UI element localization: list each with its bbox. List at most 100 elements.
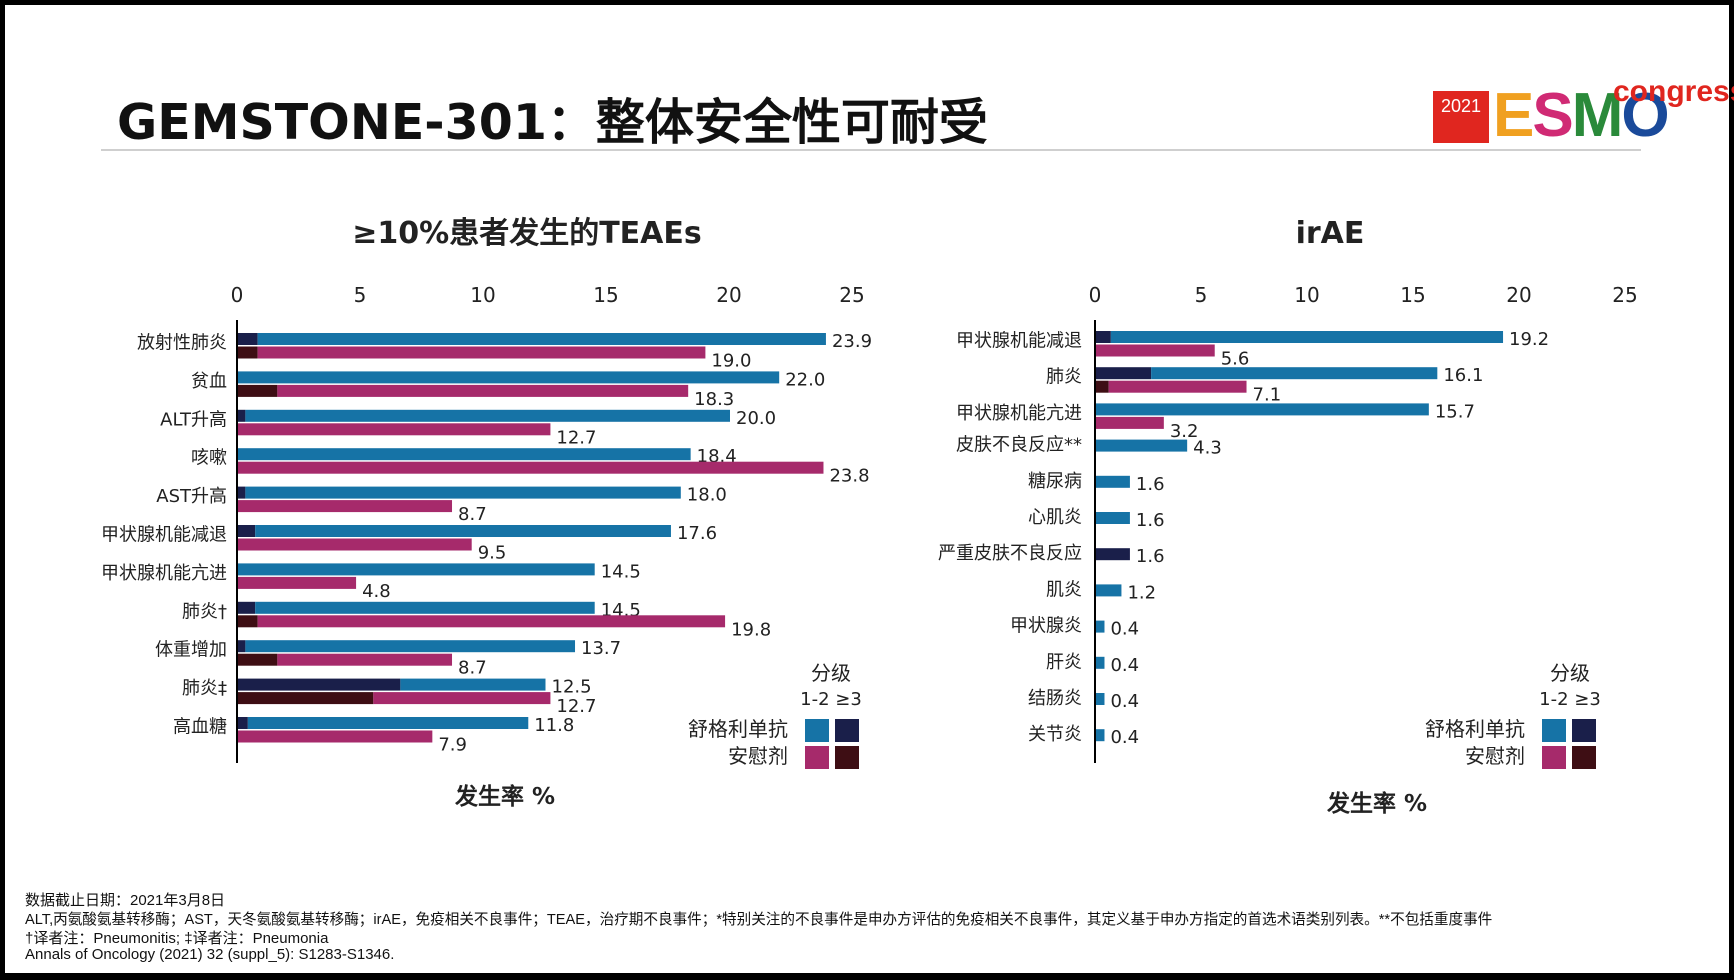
chart-irae-legend-swatch-drug-grade12	[1542, 719, 1566, 742]
logo-congress: congress	[1613, 75, 1734, 108]
chart-teae-bar-drug-grade12	[245, 486, 681, 499]
chart-teae-tick-label: 0	[231, 283, 244, 307]
chart-teae-bar-drug-grade3	[238, 678, 401, 691]
chart-irae-category-label: 关节炎	[1028, 724, 1082, 745]
chart-irae-legend-placebo-label: 安慰剂	[1465, 744, 1525, 768]
logo-letter-e: E	[1493, 81, 1534, 150]
chart-teae-legend-placebo-label: 安慰剂	[728, 744, 788, 768]
chart-irae-category-label: 肝炎	[1046, 652, 1082, 673]
chart-teae-bar-drug-grade3	[238, 409, 246, 422]
chart-irae-bar-placebo-grade12	[1108, 380, 1247, 393]
chart-irae-bar-drug-grade12	[1096, 403, 1429, 416]
chart-teae-category-label: 甲状腺机能亢进	[101, 563, 227, 584]
chart-irae-tick-label: 0	[1089, 283, 1102, 307]
chart-teae-value-label-placebo: 4.8	[362, 581, 391, 602]
chart-irae-x-axis-label: 发生率 %	[1326, 790, 1427, 817]
chart-irae-bar-drug-grade3	[1096, 331, 1111, 343]
chart-teae-value-label-drug: 17.6	[677, 523, 717, 544]
chart-irae-legend-swatch-drug-grade3	[1572, 719, 1596, 742]
chart-teae-value-label-placebo: 12.7	[556, 427, 596, 448]
chart-teae-bar-drug-grade12	[245, 640, 576, 653]
chart-teae-bar-drug-grade3	[238, 640, 246, 653]
chart-irae-category-label: 甲状腺机能亢进	[956, 403, 1082, 424]
chart-irae-value-label-drug: 4.3	[1193, 438, 1222, 459]
chart-teae-value-label-placebo: 8.7	[458, 658, 487, 679]
chart-teae-title: ≥10%患者发生的TEAEs	[352, 216, 701, 251]
chart-irae-value-label-drug: 0.4	[1110, 727, 1139, 748]
chart-irae-category-label: 甲状腺机能减退	[956, 331, 1082, 352]
chart-irae-category-label: 肌炎	[1046, 579, 1082, 600]
chart-teae-bar-placebo-grade12	[238, 538, 472, 551]
chart-teae-tick-label: 20	[716, 283, 741, 307]
chart-teae-bar-drug-grade12	[238, 563, 595, 576]
chart-teae-bar-drug-grade3	[238, 486, 246, 499]
chart-teae-bar-drug-grade12	[238, 448, 691, 461]
footnote-cutoff: 数据截止日期：2021年3月8日	[25, 892, 226, 909]
chart-teae-bar-placebo-grade12	[238, 423, 551, 436]
chart-teae-bar-drug-grade12	[255, 525, 671, 537]
chart-irae-bar-drug-grade12	[1096, 512, 1130, 524]
chart-teae-bar-placebo-grade3	[238, 653, 278, 666]
chart-irae-bar-drug-grade12	[1151, 367, 1438, 380]
chart-teae-value-label-placebo: 23.8	[829, 466, 869, 487]
logo-letter-s: S	[1532, 81, 1573, 150]
chart-teae-bar-placebo-grade12	[277, 653, 453, 666]
chart-teae-category-label: AST升高	[156, 486, 227, 507]
chart-teae-value-label-drug: 22.0	[785, 369, 825, 390]
chart-irae-category-label: 心肌炎	[1028, 507, 1082, 528]
chart-teae-legend-title: 分级	[811, 661, 851, 685]
chart-irae-value-label-placebo: 7.1	[1253, 385, 1282, 406]
chart-teae-legend-swatch-drug-grade3	[835, 719, 859, 742]
chart-teae-bar-placebo-grade12	[373, 692, 551, 705]
chart-teae-legend-drug-label: 舒格利单抗	[688, 717, 788, 741]
chart-teae-x-axis-label: 发生率 %	[454, 783, 555, 810]
chart-irae-value-label-drug: 0.4	[1110, 691, 1139, 712]
chart-irae-value-label-placebo: 3.2	[1170, 421, 1199, 442]
chart-teae-value-label-placebo: 18.3	[694, 389, 734, 410]
chart-teae-tick-label: 5	[354, 283, 367, 307]
chart-irae-bar-drug-grade12	[1096, 584, 1122, 597]
chart-irae-bar-drug-grade12	[1096, 656, 1105, 669]
chart-teae-bar-placebo-grade12	[238, 576, 357, 589]
logo-letter-o: O	[1621, 81, 1669, 150]
chart-irae-legend-swatch-placebo-grade12	[1542, 746, 1566, 769]
chart-irae-bar-drug-grade12	[1096, 475, 1130, 488]
chart-irae-value-label-drug: 1.6	[1136, 510, 1165, 531]
chart-teae-tick-label: 15	[593, 283, 618, 307]
chart-irae-value-label-drug: 15.7	[1435, 401, 1475, 422]
logo-letter-m: M	[1571, 81, 1624, 150]
chart-irae-category-label: 结肠炎	[1028, 688, 1082, 709]
chart-teae-bar-drug-grade3	[238, 525, 256, 537]
chart-irae-tick-label: 10	[1294, 283, 1319, 307]
chart-irae-value-label-drug: 16.1	[1443, 365, 1483, 386]
logo-esmo: ESMO	[1493, 81, 1670, 151]
chart-teae-bar-drug-grade12	[247, 717, 529, 729]
slide-canvas: GEMSTONE-301：整体安全性可耐受 2021 ESMO congress…	[5, 5, 1734, 973]
chart-irae-bar-drug-grade3	[1096, 367, 1152, 380]
chart-teae-category-label: 体重增加	[155, 640, 227, 661]
chart-teae-value-label-placebo: 12.7	[556, 696, 596, 717]
chart-irae-category-label: 甲状腺炎	[1010, 616, 1082, 637]
chart-teae-bar-placebo-grade12	[277, 384, 689, 397]
chart-irae-tick-label: 25	[1612, 283, 1637, 307]
chart-teae-bar-drug-grade12	[400, 678, 546, 691]
chart-teae-value-label-placebo: 8.7	[458, 504, 487, 525]
chart-irae-legend-grades: 1-2 ≥3	[1539, 689, 1601, 710]
chart-irae-bar-drug-grade12	[1096, 729, 1105, 742]
chart-irae-title: irAE	[1296, 216, 1365, 251]
chart-teae-category-label: ALT升高	[160, 409, 227, 430]
chart-teae-bar-drug-grade12	[245, 409, 730, 422]
chart-irae-value-label-placebo: 5.6	[1221, 349, 1250, 370]
chart-teae-value-label-placebo: 19.0	[711, 351, 751, 372]
chart-teae-value-label-drug: 23.9	[832, 331, 872, 352]
chart-irae-tick-label: 5	[1195, 283, 1208, 307]
chart-irae-bar-placebo-grade12	[1096, 344, 1215, 357]
chart-teae-category-label: 高血糖	[173, 717, 227, 738]
chart-irae-legend-drug-label: 舒格利单抗	[1425, 717, 1525, 741]
chart-teae-value-label-placebo: 9.5	[478, 543, 507, 564]
chart-teae-value-label-drug: 12.5	[552, 677, 592, 698]
chart-teae-bar-placebo-grade3	[238, 384, 278, 397]
esmo-logo: 2021 ESMO congress	[1433, 75, 1734, 150]
chart-irae-value-label-drug: 1.6	[1136, 474, 1165, 495]
chart-teae-category-label: 甲状腺机能减退	[101, 525, 227, 546]
